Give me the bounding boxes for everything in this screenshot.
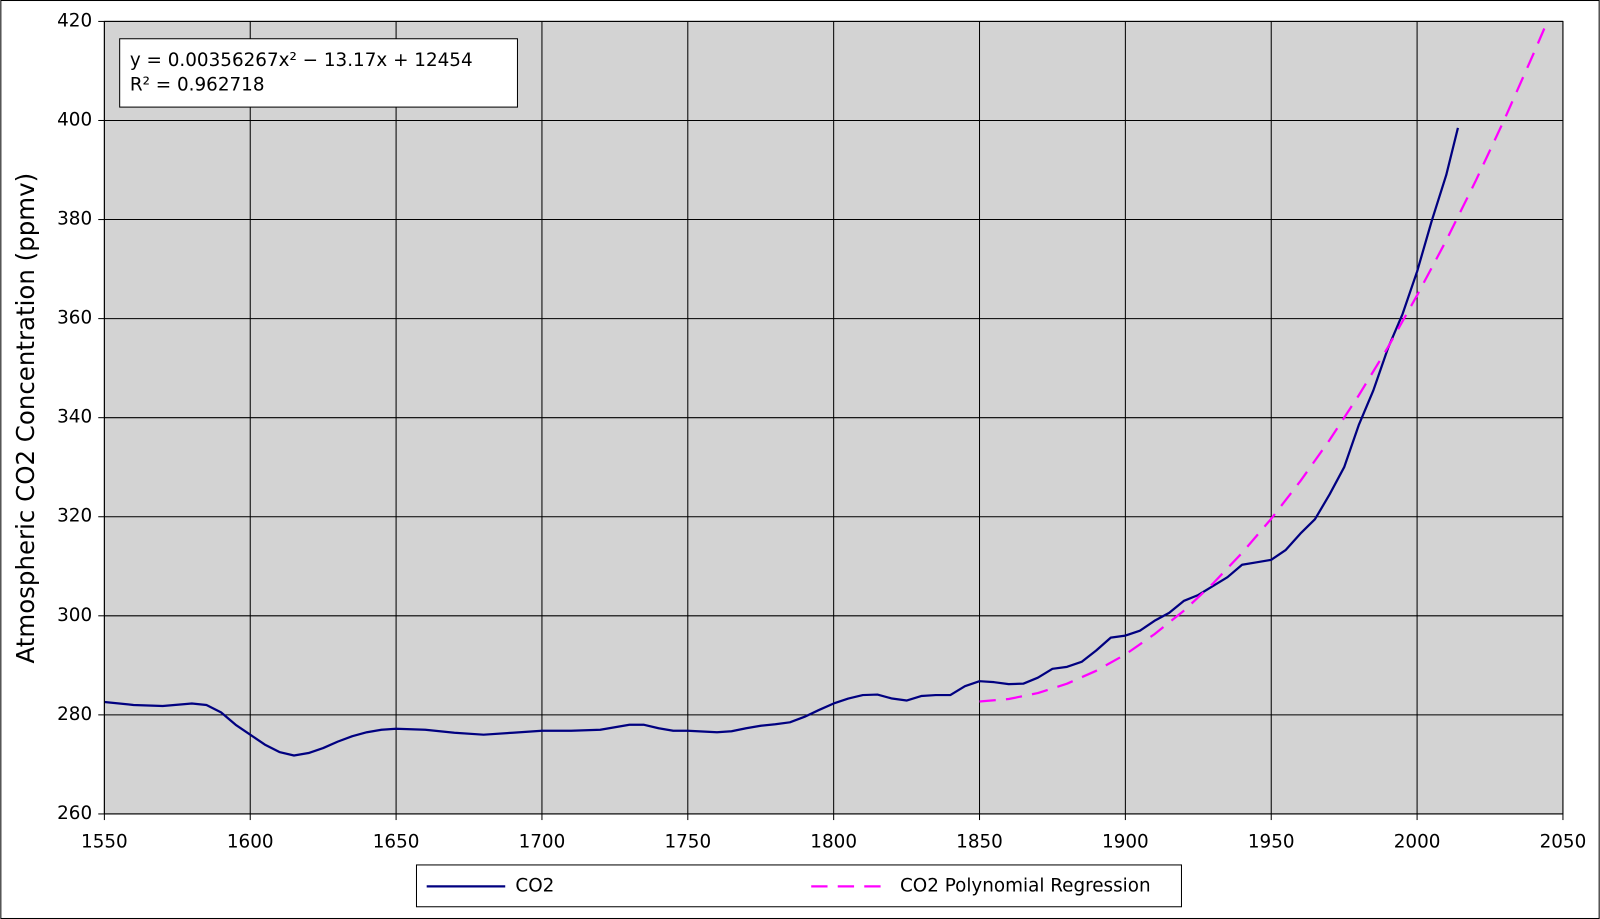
series-line bbox=[104, 127, 1460, 757]
equation: y = 0.00356267x² − 13.17x + 12454 bbox=[130, 50, 473, 71]
x-tick-label: 1700 bbox=[519, 832, 566, 853]
x-tick-label: 1800 bbox=[810, 832, 857, 853]
x-tick-label: 2000 bbox=[1394, 832, 1441, 853]
series-line bbox=[979, 25, 1547, 703]
y-axis-label: Atmospheric CO2 Concentration (ppmv) bbox=[11, 173, 40, 664]
r-squared: R² = 0.962718 bbox=[130, 75, 265, 96]
y-tick-label: 420 bbox=[57, 10, 92, 31]
y-tick-label: 320 bbox=[57, 506, 92, 527]
legend bbox=[415, 864, 1182, 908]
y-tick-label: 360 bbox=[57, 308, 92, 329]
y-tick-label: 300 bbox=[57, 605, 92, 626]
x-tick-label: 1950 bbox=[1248, 832, 1295, 853]
y-tick-label: 260 bbox=[57, 803, 92, 824]
x-tick-label: 2050 bbox=[1540, 832, 1587, 853]
x-tick-label: 1900 bbox=[1102, 832, 1149, 853]
legend-label: CO2 Polynomial Regression bbox=[900, 875, 1151, 896]
legend-label: CO2 bbox=[515, 875, 554, 896]
x-tick-label: 1650 bbox=[373, 832, 420, 853]
y-tick-label: 280 bbox=[57, 704, 92, 725]
x-tick-label: 1850 bbox=[956, 832, 1003, 853]
x-tick-label: 1600 bbox=[227, 832, 274, 853]
y-tick-label: 380 bbox=[57, 209, 92, 230]
y-tick-label: 400 bbox=[57, 109, 92, 130]
y-tick-label: 340 bbox=[57, 407, 92, 428]
plot-frame bbox=[103, 20, 1564, 815]
equation-box bbox=[119, 38, 518, 108]
x-tick-label: 1750 bbox=[664, 832, 711, 853]
x-tick-label: 1550 bbox=[81, 832, 128, 853]
